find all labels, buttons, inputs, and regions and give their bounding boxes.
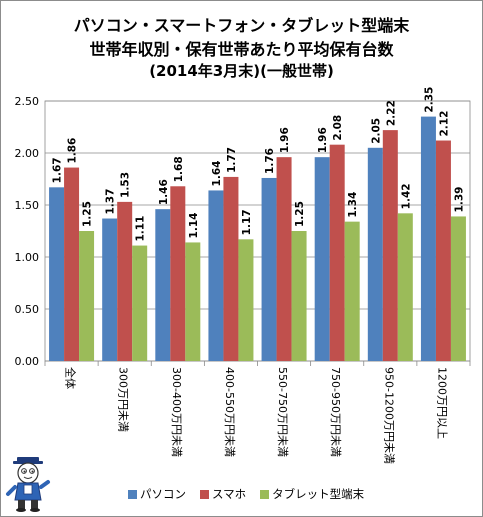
data-label: 2.35 [423,87,435,113]
bar [276,157,292,361]
bar [64,167,80,361]
legend-swatch-pc [128,489,137,499]
bar [329,144,345,361]
data-label: 1.34 [347,192,359,218]
bar [185,242,201,361]
legend-label-tablet: タブレット型端末 [272,487,365,501]
x-category-label: 1200万円以上 [435,367,448,439]
data-label: 1.14 [188,213,200,239]
y-tick-label: 0.50 [15,303,40,316]
data-label: 1.76 [264,148,276,174]
x-category-label: 950-1200万円未満 [382,367,395,464]
data-label: 1.67 [52,157,64,183]
bar [261,177,277,361]
legend-swatch-tablet [260,489,270,499]
data-label: 2.05 [370,118,382,144]
data-label: 1.39 [453,187,465,213]
data-label: 2.12 [438,111,450,137]
legend-swatch-smartphone [200,489,209,499]
bar [238,239,254,361]
bar [117,201,133,361]
data-label: 1.68 [173,156,185,182]
bar [170,186,186,361]
x-category-label: 300万円未満 [117,367,130,432]
x-category-label: 300-400万円未満 [170,367,183,457]
x-category-label: 550-750万円未満 [276,367,289,457]
data-label: 2.08 [332,115,344,141]
data-label: 2.22 [385,100,397,126]
y-tick-label: 1.00 [15,251,40,264]
legend-item-tablet: タブレット型端末 [260,486,364,502]
bar [208,190,224,361]
bar [382,130,398,361]
bar [344,221,360,361]
legend-label-smartphone: スマホ [212,487,247,501]
bar [397,213,413,361]
data-label: 1.96 [279,127,291,153]
data-label: 1.11 [135,216,147,242]
mascot-logo [6,457,50,512]
data-label: 1.42 [400,183,412,209]
data-label: 1.25 [82,201,94,227]
y-tick-label: 0.00 [15,355,40,368]
x-category-label: 400-550万円未満 [223,367,236,457]
bar [155,209,171,361]
data-label: 1.64 [211,161,223,187]
mascot-figure [6,457,50,512]
data-label: 1.77 [226,147,238,173]
data-label: 1.37 [105,189,117,215]
data-label: 1.53 [120,172,132,198]
chart-title-line-3: (2014年3月末)(一般世帯) [149,62,334,80]
legend-label-pc: パソコン [140,487,186,501]
bar [420,116,436,361]
bar [79,231,95,361]
data-label: 1.86 [67,138,79,164]
chart-title-line-2: 世帯年収別・保有世帯あたり平均保有台数 [89,40,394,59]
bar [450,216,466,361]
bar [314,157,330,361]
bar [291,231,307,361]
legend-item-pc: パソコン [128,486,186,502]
y-tick-label: 2.50 [15,95,40,108]
bar [132,245,148,361]
data-label: 1.25 [294,201,306,227]
data-label: 1.46 [158,179,170,205]
y-tick-label: 1.50 [15,199,40,212]
bar [367,147,383,361]
chart-title-line-1: パソコン・スマートフォン・タブレット型端末 [73,16,410,35]
x-category-label: 全体 [64,367,78,389]
legend-item-smartphone: スマホ [200,486,246,502]
data-label: 1.17 [241,209,253,235]
x-category-label: 750-950万円未満 [329,367,342,457]
chart-legend: パソコン スマホ タブレット型端末 [128,486,364,502]
bar [49,187,65,361]
y-tick-label: 2.00 [15,147,40,160]
bar [102,218,118,361]
data-label: 1.96 [317,127,329,153]
bar [435,140,451,361]
bar [223,176,239,361]
